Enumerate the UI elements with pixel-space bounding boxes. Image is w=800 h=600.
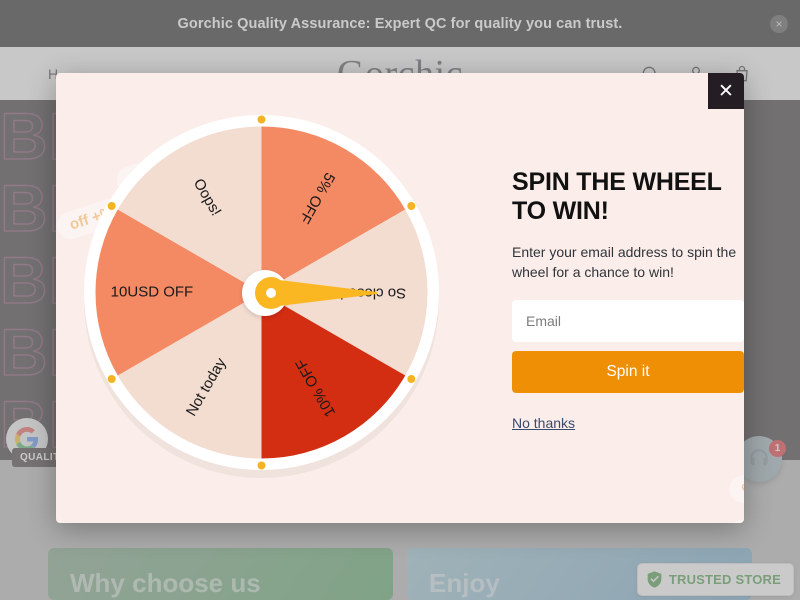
wheel-rim-dot xyxy=(107,375,116,383)
wheel-segment xyxy=(261,292,406,459)
wheel-rim-dot xyxy=(107,202,116,210)
pointer-center-dot xyxy=(266,288,276,298)
modal-title: SPIN THE WHEEL TO WIN! xyxy=(512,168,722,225)
wheel-segment xyxy=(117,126,262,293)
spin-it-button[interactable]: Spin it xyxy=(512,351,744,394)
wheel-segment-label: 10USD OFF xyxy=(111,283,194,300)
wheel-segment xyxy=(95,209,262,376)
email-input[interactable] xyxy=(512,300,744,343)
modal-panel: SPIN THE WHEEL TO WIN! Enter your email … xyxy=(512,73,744,523)
wheel-rim-dot xyxy=(407,375,416,383)
wheel-rim-dot xyxy=(257,461,266,470)
close-icon[interactable]: ✕ xyxy=(708,73,744,109)
wheel-rim-dot xyxy=(257,115,266,124)
wheel-segment xyxy=(117,292,262,459)
wheel-rim-dot xyxy=(407,202,416,210)
wheel-segment xyxy=(261,126,406,293)
wheel-pointer xyxy=(255,277,377,309)
modal-subtitle: Enter your email address to spin the whe… xyxy=(512,243,737,280)
no-thanks-link[interactable]: No thanks xyxy=(512,415,576,432)
spin-wheel-modal: ✕ off +%off +%off +%off +%off +%off +%of… xyxy=(56,73,744,523)
